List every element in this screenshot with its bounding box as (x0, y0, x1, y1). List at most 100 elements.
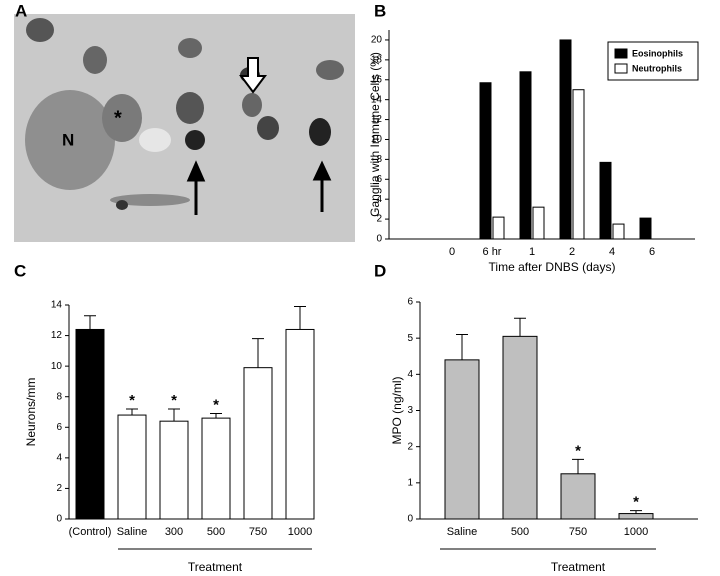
x-tick-label: 4 (609, 246, 615, 258)
cell (257, 116, 279, 140)
legend-swatch (614, 63, 628, 74)
y-tick-label: 10 (371, 134, 383, 145)
x-axis-title: Time after DNBS (days) (489, 260, 616, 274)
micrograph: N * (14, 14, 355, 242)
bar (572, 89, 585, 240)
y-tick-label: 0 (376, 234, 382, 245)
y-tick-label: 4 (376, 194, 382, 205)
panel-label: D (374, 261, 386, 280)
x-tick-label: Saline (117, 526, 148, 538)
bar (639, 217, 652, 240)
legend-swatch (614, 48, 628, 59)
y-tick-label: 4 (56, 452, 62, 463)
x-tick-label: 0 (449, 246, 455, 258)
arrow (186, 160, 206, 215)
y-tick-label: 12 (371, 114, 383, 125)
bar (444, 359, 480, 520)
bar (117, 414, 147, 520)
x-tick-label: 500 (511, 526, 529, 538)
significance-marker: * (633, 494, 639, 511)
significance-marker: * (171, 392, 177, 409)
y-tick-label: 0 (407, 514, 413, 525)
error-bar (294, 306, 306, 330)
x-tick-label: 6 (649, 246, 655, 258)
bar (201, 417, 231, 520)
bar (243, 367, 273, 520)
bar (559, 39, 572, 240)
bar (612, 223, 625, 240)
cell (242, 93, 262, 117)
y-tick-label: 18 (371, 54, 383, 65)
y-tick-label: 2 (407, 441, 413, 452)
bar (75, 328, 105, 520)
y-tick-label: 14 (371, 94, 383, 105)
x-tick-label: 750 (249, 526, 267, 538)
y-tick-label: 8 (376, 154, 382, 165)
x-axis-title: Treatment (188, 560, 243, 574)
cell (110, 194, 190, 206)
legend-label: Eosinophils (632, 48, 683, 58)
legend-label: Neutrophils (632, 63, 682, 73)
x-axis-title: Treatment (551, 560, 606, 574)
cell (178, 38, 202, 58)
error-bar (84, 315, 96, 330)
y-tick-label: 12 (51, 330, 63, 341)
cell (185, 130, 205, 150)
x-tick-label: 300 (165, 526, 183, 538)
error-bar (210, 413, 222, 419)
cell (83, 46, 107, 74)
y-tick-label: 5 (407, 333, 413, 344)
bar (492, 216, 505, 240)
arrow (312, 160, 332, 212)
x-tick-label: 1 (529, 246, 535, 258)
x-tick-label: 1000 (288, 526, 312, 538)
cell (176, 92, 204, 124)
x-tick-label: 500 (207, 526, 225, 538)
y-tick-label: 8 (56, 391, 62, 402)
y-tick-label: 3 (407, 405, 413, 416)
cell (316, 60, 344, 80)
y-tick-label: 6 (56, 422, 62, 433)
bar (502, 335, 538, 520)
y-tick-label: 2 (376, 214, 382, 225)
error-bar (252, 338, 264, 368)
y-tick-label: 10 (51, 361, 63, 372)
panel-label: A (15, 1, 27, 20)
y-tick-label: 14 (51, 300, 63, 311)
y-tick-label: 6 (376, 174, 382, 185)
y-axis-title: MPO (ng/ml) (390, 376, 404, 444)
y-tick-label: 1 (407, 477, 413, 488)
bar (285, 328, 315, 520)
x-tick-label: 2 (569, 246, 575, 258)
error-bar (572, 458, 584, 474)
error-bar (168, 408, 180, 422)
cell (309, 118, 331, 146)
bar (599, 161, 612, 240)
bar (479, 82, 492, 240)
x-tick-label: 6 hr (483, 246, 502, 258)
bar (532, 206, 545, 240)
y-tick-label: 2 (56, 483, 62, 494)
bar (560, 473, 596, 520)
x-tick-label: 750 (569, 526, 587, 538)
cell (116, 200, 128, 210)
error-bar (514, 317, 526, 337)
y-tick-label: 20 (371, 35, 383, 46)
bar (618, 513, 654, 520)
cell (26, 18, 54, 42)
legend-box (607, 41, 699, 81)
significance-marker: * (213, 396, 219, 413)
y-tick-label: 6 (407, 297, 413, 308)
significance-marker: * (575, 442, 581, 459)
y-axis-title: Ganglia with Immune Cells (%) (368, 52, 382, 217)
bar (159, 420, 189, 520)
panel-label: C (14, 261, 26, 280)
x-tick-label: (Control) (69, 526, 112, 538)
cell (25, 90, 115, 190)
open-arrow (239, 57, 267, 94)
cell (102, 94, 142, 142)
x-tick-label: 1000 (624, 526, 648, 538)
cell-label: N (62, 130, 74, 149)
y-tick-label: 16 (371, 74, 383, 85)
